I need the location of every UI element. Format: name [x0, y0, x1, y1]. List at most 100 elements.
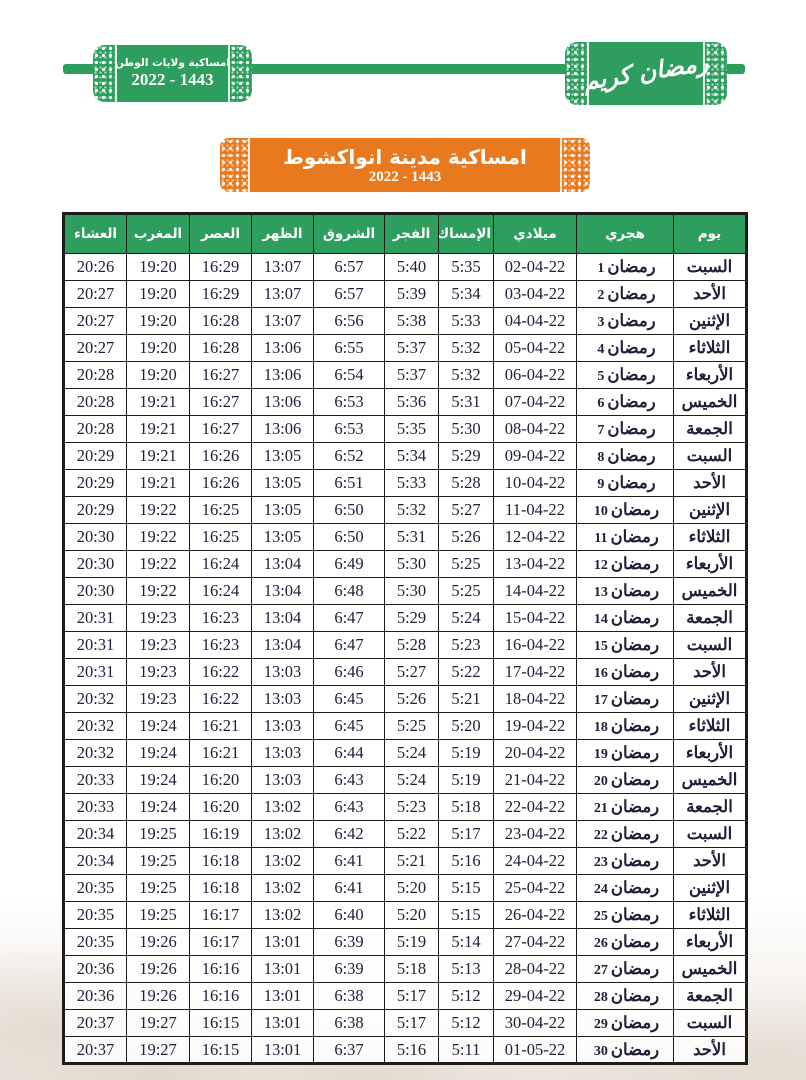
cell-dhuhr: 13:03	[251, 739, 314, 767]
table-row: السبت رمضان8 09-04-22 5:29 5:34 6:52 13:05 16:2…	[63, 442, 747, 470]
cell-fajr: 5:23	[384, 793, 439, 821]
page-title: امساكية مدينة انواكشوط	[283, 144, 527, 169]
cell-dhuhr: 13:05	[251, 523, 314, 551]
cell-fajr: 5:39	[384, 280, 439, 308]
cell-maghrib: 19:20	[126, 361, 190, 389]
cell-imsak: 5:18	[438, 793, 494, 821]
cell-shuruq: 6:46	[313, 658, 385, 686]
hijri-month-label: رمضان	[610, 1039, 660, 1059]
cell-isha: 20:29	[63, 442, 127, 470]
cell-day: الخميس	[673, 766, 747, 794]
cell-miladi: 12-04-22	[493, 523, 577, 551]
table-row: الأحد رمضان30 01-05-22 5:11 5:16 6:37 13:01 16:…	[63, 1036, 747, 1064]
cell-maghrib: 19:21	[126, 469, 190, 497]
cell-day: الإثنين	[673, 874, 747, 902]
hijri-month-label: رمضان	[607, 446, 656, 465]
cell-day: الثلاثاء	[673, 712, 747, 740]
cell-dhuhr: 13:01	[251, 982, 314, 1010]
cell-isha: 20:32	[63, 739, 127, 767]
cell-asr: 16:21	[189, 739, 252, 767]
table-row: الأحد رمضان9 10-04-22 5:28 5:33 6:51 13:05 16:2…	[63, 469, 747, 497]
cell-maghrib: 19:25	[126, 820, 190, 848]
lace-ornament-icon	[703, 42, 727, 105]
hijri-month-label: رمضان	[610, 878, 660, 897]
cell-miladi: 27-04-22	[493, 928, 577, 956]
cell-asr: 16:25	[189, 496, 252, 524]
cell-asr: 16:21	[189, 712, 252, 740]
cell-asr: 16:29	[189, 253, 252, 281]
hijri-month-label: رمضان	[610, 743, 660, 762]
lace-ornament-icon	[220, 138, 250, 192]
hijri-day-number: 1	[597, 261, 605, 276]
cell-hijri: رمضان15	[576, 631, 674, 659]
cell-maghrib: 19:22	[126, 550, 190, 578]
cell-dhuhr: 13:03	[251, 712, 314, 740]
cell-isha: 20:28	[63, 388, 127, 416]
table-row: الأحد رمضان23 24-04-22 5:16 5:21 6:41 13:02 16:…	[63, 847, 747, 875]
cell-fajr: 5:20	[384, 901, 439, 929]
cell-fajr: 5:30	[384, 550, 439, 578]
hijri-month-label: رمضان	[607, 257, 656, 276]
cell-hijri: رمضان5	[576, 361, 674, 389]
cell-hijri: رمضان21	[576, 793, 674, 821]
cell-fajr: 5:24	[384, 739, 439, 767]
cell-day: الجمعة	[673, 982, 747, 1010]
hijri-day-number: 3	[597, 315, 605, 330]
cell-fajr: 5:34	[384, 442, 439, 470]
cell-miladi: 04-04-22	[493, 307, 577, 335]
table-row: السبت رمضان1 02-04-22 5:35 5:40 6:57 13:07 16:2…	[63, 253, 747, 281]
cell-day: الإثنين	[673, 685, 747, 713]
hijri-month-label: رمضان	[610, 662, 660, 681]
hijri-month-label: رمضان	[610, 797, 660, 816]
cell-miladi: 05-04-22	[493, 334, 577, 362]
hijri-day-number: 10	[593, 504, 608, 519]
cell-dhuhr: 13:04	[251, 631, 314, 659]
cell-shuruq: 6:57	[313, 253, 385, 281]
cell-hijri: رمضان12	[576, 550, 674, 578]
hijri-day-number: 14	[593, 612, 608, 627]
cell-dhuhr: 13:03	[251, 658, 314, 686]
lace-ornament-icon	[228, 45, 252, 102]
cell-isha: 20:35	[63, 928, 127, 956]
hijri-day-number: 9	[597, 477, 605, 492]
table-row: الثلاثاء رمضان4 05-04-22 5:32 5:37 6:55 13:06 1…	[63, 334, 747, 362]
cell-maghrib: 19:26	[126, 982, 190, 1010]
table-row: الخميس رمضان13 14-04-22 5:25 5:30 6:48 13:04 16…	[63, 577, 747, 605]
cell-asr: 16:27	[189, 415, 252, 443]
hijri-month-label: رمضان	[607, 338, 656, 357]
cell-shuruq: 6:51	[313, 469, 385, 497]
cell-day: الإثنين	[673, 307, 747, 335]
cell-hijri: رمضان18	[576, 712, 674, 740]
lace-ornament-icon	[560, 138, 590, 192]
cell-miladi: 28-04-22	[493, 955, 577, 983]
cell-miladi: 09-04-22	[493, 442, 577, 470]
cell-asr: 16:15	[189, 1009, 252, 1037]
table-row: الأربعاء رمضان5 06-04-22 5:32 5:37 6:54 13:06 1…	[63, 361, 747, 389]
cell-dhuhr: 13:07	[251, 307, 314, 335]
table-row: الإثنين رمضان3 04-04-22 5:33 5:38 6:56 13:07 16…	[63, 307, 747, 335]
table-row: الجمعة رمضان14 15-04-22 5:24 5:29 6:47 13:04 16…	[63, 604, 747, 632]
cell-dhuhr: 13:02	[251, 874, 314, 902]
hijri-day-number: 18	[593, 720, 608, 735]
cell-hijri: رمضان19	[576, 739, 674, 767]
cell-shuruq: 6:38	[313, 1009, 385, 1037]
cell-hijri: رمضان26	[576, 928, 674, 956]
cell-isha: 20:34	[63, 820, 127, 848]
cell-asr: 16:17	[189, 928, 252, 956]
col-header-fajr: الفجر	[384, 213, 439, 254]
cell-isha: 20:35	[63, 901, 127, 929]
hijri-month-label: رمضان	[610, 716, 660, 735]
table-row: الأربعاء رمضان19 20-04-22 5:19 5:24 6:44 13:03…	[63, 739, 747, 767]
cell-asr: 16:28	[189, 307, 252, 335]
cell-isha: 20:28	[63, 415, 127, 443]
table-header-row: يوم هجري ميلادي الإمساك الفجر الشروق الظهر العص…	[63, 213, 747, 254]
cell-isha: 20:35	[63, 874, 127, 902]
cell-day: الأربعاء	[673, 928, 747, 956]
cell-isha: 20:26	[63, 253, 127, 281]
cell-maghrib: 19:20	[126, 307, 190, 335]
col-header-asr: العصر	[189, 213, 252, 254]
cell-maghrib: 19:24	[126, 793, 190, 821]
cell-fajr: 5:29	[384, 604, 439, 632]
cell-imsak: 5:35	[438, 253, 494, 281]
cell-asr: 16:22	[189, 685, 252, 713]
